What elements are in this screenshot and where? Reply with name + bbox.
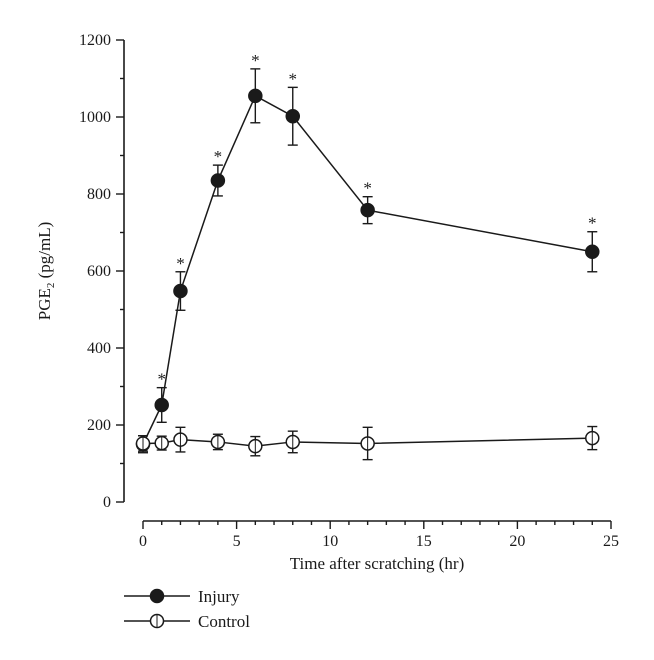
legend-label-injury: Injury <box>198 587 240 606</box>
injury-point <box>285 108 301 124</box>
legend-item-control: Control <box>124 612 250 631</box>
injury-point <box>210 173 226 188</box>
x-tick-label: 10 <box>322 533 338 550</box>
significance-star: * <box>176 254 185 273</box>
y-tick-label: 400 <box>87 340 111 357</box>
legend: Injury Control <box>124 587 250 631</box>
x-tick-label: 20 <box>509 533 525 550</box>
significance-star: * <box>251 51 260 70</box>
injury-line <box>142 94 593 445</box>
control-series <box>135 425 600 461</box>
x-tick-label: 25 <box>603 533 619 550</box>
legend-item-injury: Injury <box>124 587 240 606</box>
x-tick-label: 0 <box>139 533 147 550</box>
injury-series: * * * * * * * <box>135 51 600 454</box>
axes: 0 200 400 600 800 1000 1200 0 5 10 15 20 25 <box>79 32 619 550</box>
series-layer: * * * * * * * <box>135 51 600 461</box>
legend-label-control: Control <box>198 612 250 631</box>
injury-point <box>585 244 600 259</box>
y-tick-label: 1000 <box>79 109 111 126</box>
injury-point <box>154 397 169 413</box>
injury-point <box>360 202 375 218</box>
significance-star: * <box>289 69 298 88</box>
significance-star: * <box>157 370 166 389</box>
significance-star: * <box>214 147 223 166</box>
y-tick-label: 200 <box>87 417 111 434</box>
significance-star: * <box>588 214 597 233</box>
injury-point <box>248 88 263 104</box>
x-axis-title: Time after scratching (hr) <box>290 554 465 573</box>
y-tick-label: 800 <box>87 186 111 203</box>
y-tick-label: 1200 <box>79 32 111 49</box>
legend-marker-injury <box>149 588 165 604</box>
y-axis-title-subscript: 2 <box>45 283 57 289</box>
y-tick-label: 0 <box>103 494 111 511</box>
x-tick-label: 5 <box>233 533 241 550</box>
injury-point <box>173 283 188 299</box>
y-axis-title-main: PGE <box>35 288 54 320</box>
y-axis-title-unit: (pg/mL) <box>35 222 54 283</box>
y-tick-label: 600 <box>87 263 111 280</box>
y-axis-title: PGE2 (pg/mL) <box>35 222 57 321</box>
x-tick-label: 15 <box>416 533 432 550</box>
significance-star: * <box>363 179 372 198</box>
